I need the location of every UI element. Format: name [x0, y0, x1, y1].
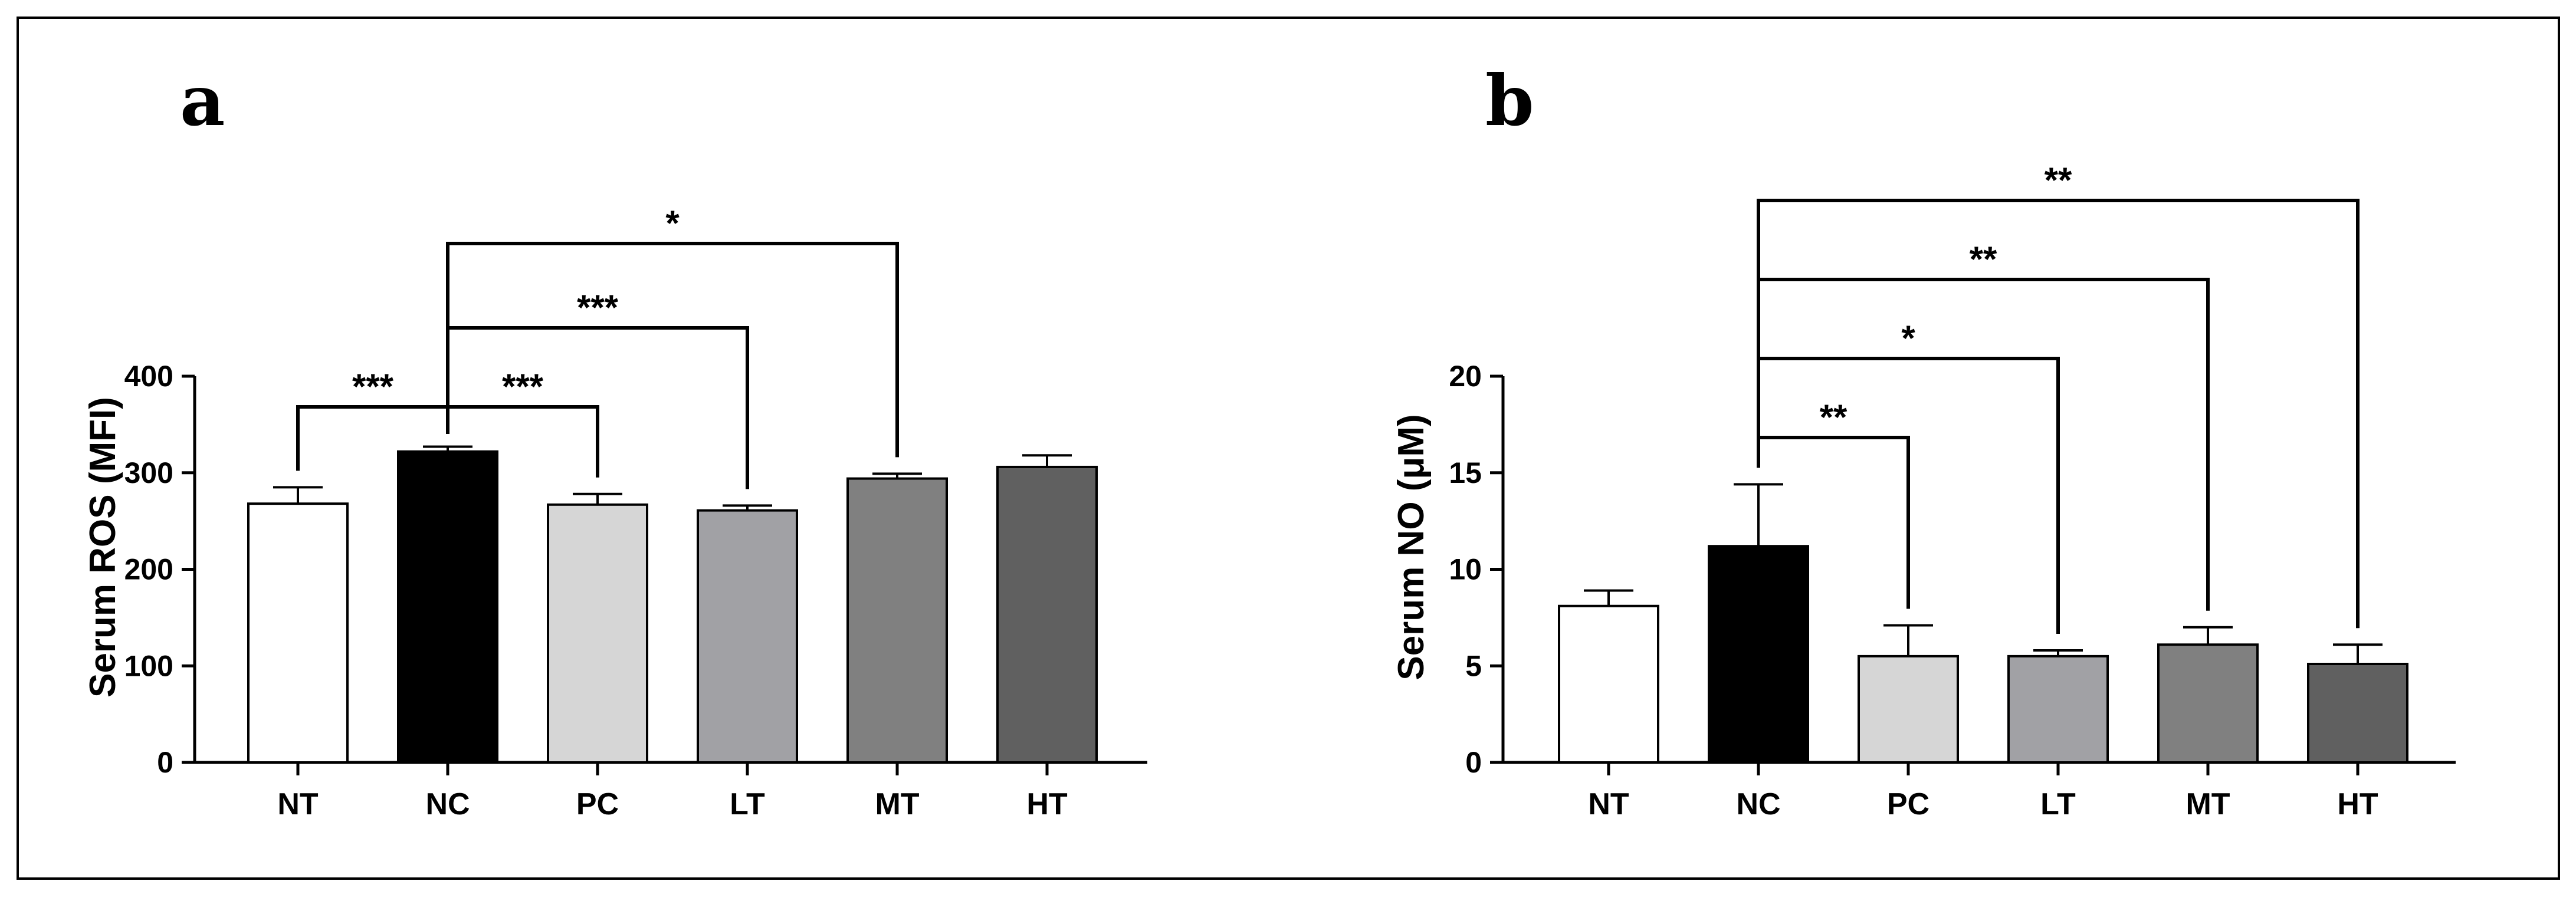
panel-a-significance-bracket-NC-MT: [446, 242, 899, 458]
panel-b-category-label-HT: HT: [2337, 787, 2378, 821]
panel-b-y-tick-label: 5: [1465, 649, 1482, 682]
figure-border: [17, 17, 2560, 880]
panel-a-bar-LT: [697, 509, 798, 764]
panel-a-bar-HT: [996, 465, 1098, 764]
panel-a-bar-PC: [547, 503, 648, 764]
panel-b-y-tick-label: 10: [1449, 553, 1482, 586]
panel-b-bar-LT: [2007, 655, 2109, 764]
panel-a-category-label-HT: HT: [1026, 787, 1068, 821]
panel-b-category-label-MT: MT: [2186, 787, 2230, 821]
panel-b-category-label-LT: LT: [2040, 787, 2076, 821]
panel-a-y-tick-label: 200: [124, 553, 173, 586]
panel-a-y-axis-label: Serum ROS (MFI): [83, 397, 123, 698]
panel-a-significance-label-NT-NC: ***: [352, 367, 394, 406]
panel-a-significance-label-NC-PC: ***: [502, 367, 544, 406]
panel-a-category-label-LT: LT: [730, 787, 765, 821]
panel-b-category-label-NC: NC: [1736, 787, 1780, 821]
panel-a-significance-label-NC-LT: ***: [577, 288, 619, 327]
panel-a-bar-MT: [846, 477, 948, 764]
panel-b-significance-label-NC-LT: *: [1901, 318, 1915, 358]
panel-b-y-tick-label: 0: [1465, 746, 1482, 779]
panel-a-category-label-PC: PC: [576, 787, 619, 821]
panel-a-bar-NT: [247, 502, 349, 764]
panel-a-significance-label-NC-MT: *: [665, 203, 680, 243]
panel-b-bar-PC: [1858, 655, 1959, 764]
panel-b-bar-HT: [2307, 662, 2408, 764]
panel-a-category-label-NC: NC: [425, 787, 470, 821]
panel-a: a Serum ROS (MFI) 0 100 200 300 400 NT NC PC LT M…: [83, 60, 1147, 821]
panel-a-category-label-NT: NT: [277, 787, 319, 821]
panel-b-category-label-PC: PC: [1887, 787, 1929, 821]
panel-b-bar-NT: [1558, 604, 1659, 764]
panel-b-y-tick-label: 20: [1449, 360, 1482, 393]
panel-b-significance-bracket-NC-MT: [1757, 278, 2210, 611]
panel-b-y-tick-label: 15: [1449, 456, 1482, 489]
panel-a-y-tick-label: 0: [157, 746, 173, 779]
panel-b-category-label-NT: NT: [1588, 787, 1629, 821]
panel-a-category-label-MT: MT: [875, 787, 919, 821]
panel-a-bar-NC: [397, 450, 498, 764]
panel-a-letter: a: [180, 60, 225, 142]
panel-b-significance-bracket-NC-HT: [1757, 199, 2360, 629]
panel-a-y-tick-label: 400: [124, 360, 173, 393]
panel-b-letter: b: [1485, 60, 1534, 142]
panel-b-y-axis-label: Serum NO (μM): [1391, 414, 1432, 680]
panel-b-significance-label-NC-HT: **: [2045, 160, 2072, 200]
panel-a-y-tick-label: 300: [124, 456, 173, 489]
panel-b-bar-NC: [1708, 545, 1809, 764]
panel-b-significance-label-NC-PC: **: [1820, 397, 1847, 437]
panel-b-bar-MT: [2157, 643, 2259, 764]
panel-a-y-tick-label: 100: [124, 649, 173, 682]
panel-b-significance-label-NC-MT: **: [1970, 239, 1997, 279]
